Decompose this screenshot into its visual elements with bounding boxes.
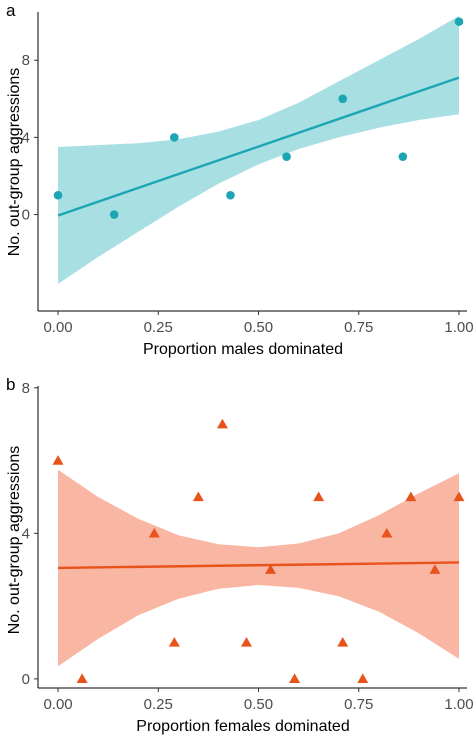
panel-a-data-point <box>109 210 119 219</box>
panel-b-data-point <box>381 527 393 538</box>
panel-a-ticks: 0.00 0.25 0.50 0.75 1.00 0 4 8 <box>22 52 474 336</box>
panel-a-x-axis-title: Proportion males dominated <box>143 341 343 358</box>
panel-a-data-point <box>338 94 348 104</box>
panel-a: a 0.00 0.25 0.50 0.75 1.00 0 4 8 Proportion mal… <box>6 1 474 358</box>
panel-b-data-point <box>216 418 228 429</box>
panel-b-x-tick-label: 1.00 <box>444 696 473 713</box>
panel-b-data-point <box>192 491 204 502</box>
panel-a-y-axis-title: No. out-group aggressions <box>6 68 23 257</box>
panel-b-data-point <box>148 527 160 538</box>
panel-b-data-point <box>168 637 180 647</box>
panel-a-data-point <box>398 152 408 161</box>
panel-a-x-tick-label: 0.00 <box>43 319 72 336</box>
panel-a-x-tick-label: 0.25 <box>144 319 173 336</box>
panel-a-confidence-band <box>58 15 459 285</box>
panel-a-x-tick-label: 0.75 <box>344 319 373 336</box>
panel-b-data-point <box>52 455 64 465</box>
panel-b-ticks: 0.00 0.25 0.50 0.75 1.00 0 4 8 <box>22 380 474 713</box>
panel-b-y-tick-label: 4 <box>22 525 30 542</box>
panel-b-data-point <box>240 637 252 647</box>
panel-b-x-tick-label: 0.75 <box>344 696 373 713</box>
panel-b-y-axis-title: No. out-group aggressions <box>6 446 23 635</box>
panel-b: b 0.00 0.25 0.50 0.75 1.00 0 4 8 Proportion fem… <box>6 375 474 735</box>
panel-b-data-point <box>405 491 417 502</box>
panel-b-x-tick-label: 0.00 <box>43 696 72 713</box>
panel-a-x-tick-label: 0.50 <box>244 319 273 336</box>
panel-b-data-point <box>337 637 349 647</box>
panel-a-data-point <box>53 190 63 200</box>
panel-b-data-point <box>289 673 301 684</box>
panel-b-plot-area <box>52 418 465 684</box>
panel-b-data-point <box>453 491 465 502</box>
panel-a-data-point <box>282 152 291 161</box>
panel-a-regression-line <box>57 76 460 217</box>
panel-b-y-tick-label: 8 <box>22 380 30 397</box>
panel-a-y-tick-label: 8 <box>22 52 30 69</box>
panel-b-regression-line <box>58 561 459 570</box>
panel-b-y-tick-label: 0 <box>22 671 30 688</box>
panel-a-plot-area <box>53 15 464 285</box>
panel-a-data-point <box>170 133 179 142</box>
panel-a-x-tick-label: 1.00 <box>444 319 473 336</box>
panel-a-data-point <box>226 190 235 200</box>
panel-b-x-tick-label: 0.50 <box>244 696 273 713</box>
panel-a-y-tick-label: 4 <box>22 129 30 146</box>
panel-b-data-point <box>357 673 369 684</box>
panel-b-x-axis-title: Proportion females dominated <box>136 718 349 735</box>
panel-a-data-point <box>454 17 464 26</box>
panel-a-letter: a <box>6 1 16 20</box>
panel-b-letter: b <box>6 375 15 394</box>
panel-b-x-tick-label: 0.25 <box>144 696 173 713</box>
panel-b-data-point <box>76 673 88 684</box>
panel-b-confidence-band <box>58 469 459 667</box>
panel-a-y-tick-label: 0 <box>22 207 30 224</box>
panel-b-data-point <box>265 564 277 574</box>
panel-b-data-point <box>429 564 441 574</box>
panel-b-data-point <box>313 491 325 502</box>
